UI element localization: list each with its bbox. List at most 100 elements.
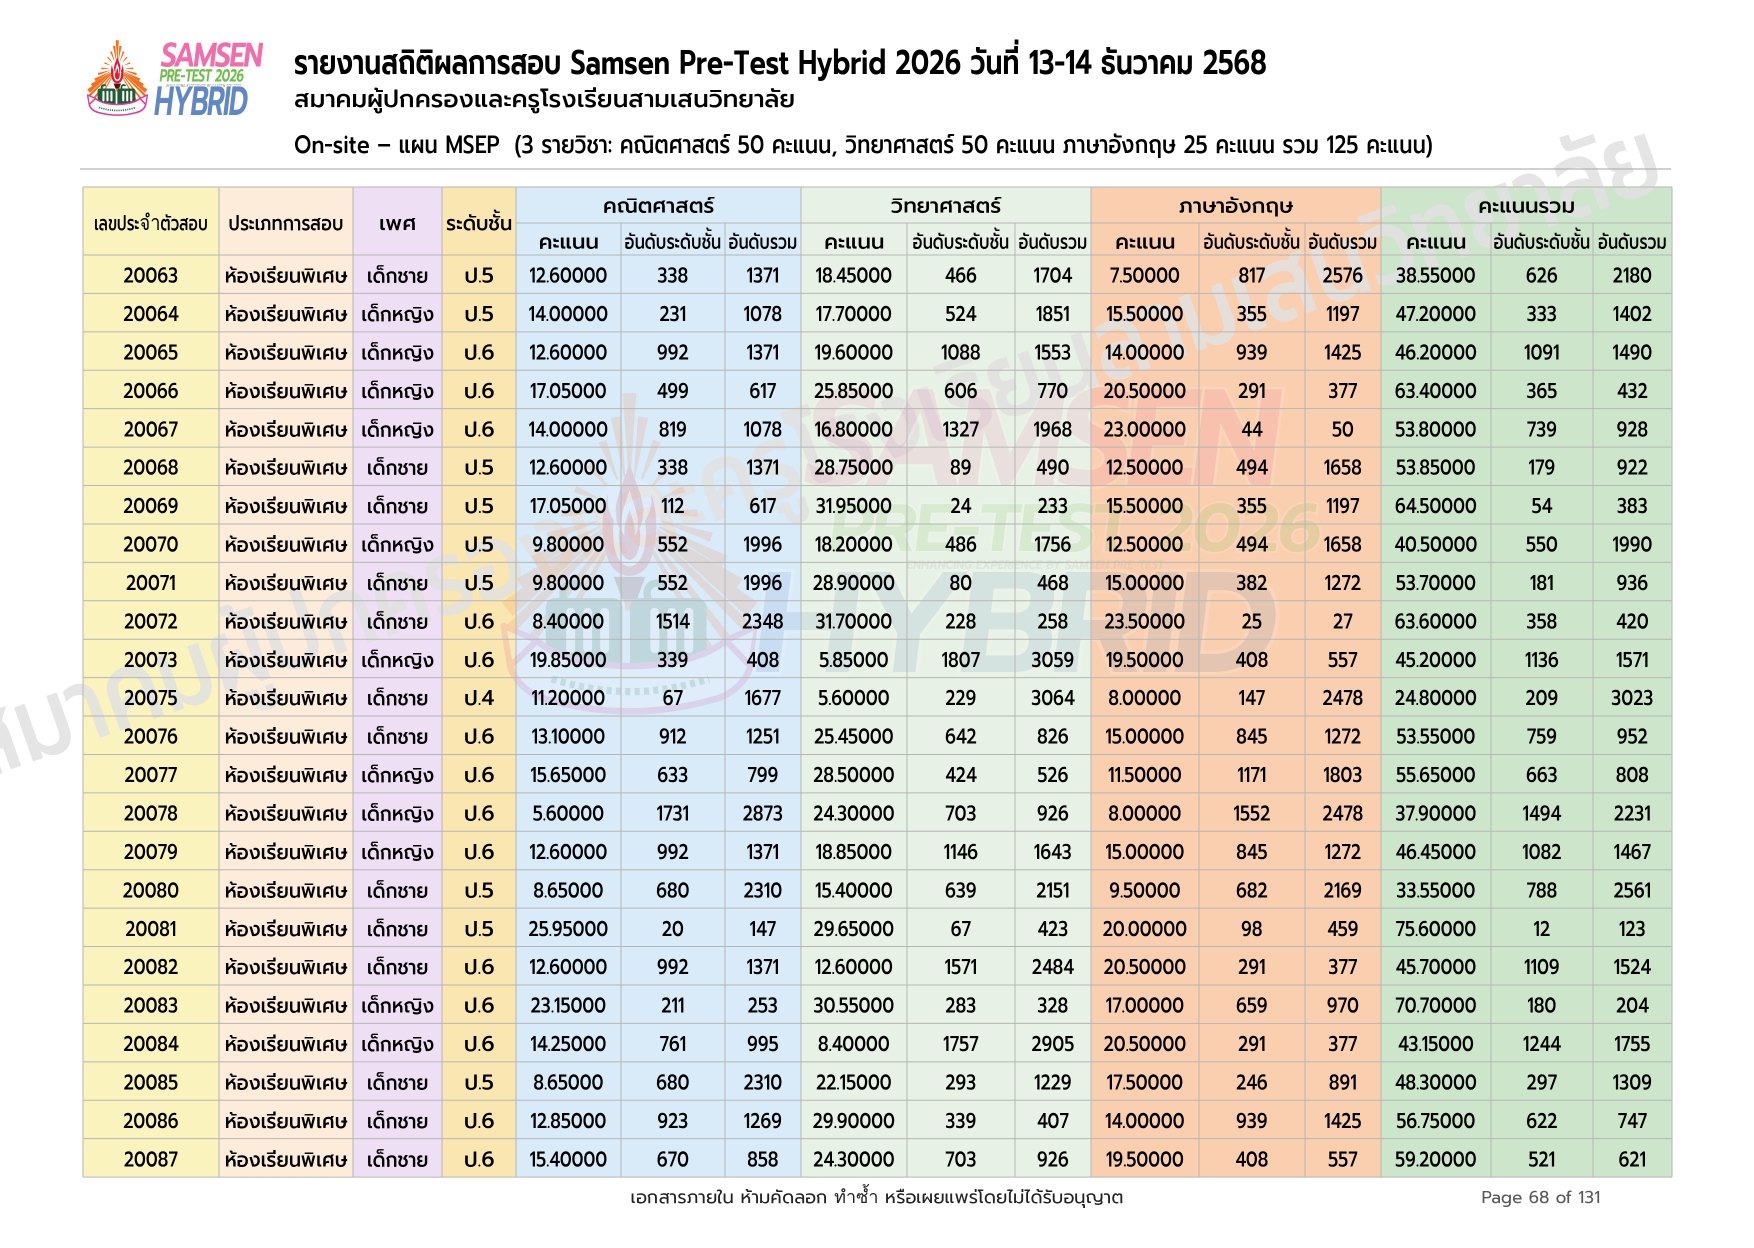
svg-text:2348: 2348	[742, 605, 784, 637]
svg-text:147: 147	[1239, 682, 1266, 714]
svg-text:33.55000: 33.55000	[1397, 874, 1476, 906]
svg-text:2478: 2478	[1323, 798, 1364, 830]
svg-text:123: 123	[1619, 913, 1646, 945]
svg-text:29.65000: 29.65000	[814, 913, 895, 945]
svg-text:15.00000: 15.00000	[1106, 836, 1185, 868]
svg-text:ห้องเรียนพิเศษ: ห้องเรียนพิเศษ	[225, 1105, 348, 1138]
svg-text:339: 339	[946, 1105, 977, 1137]
svg-text:739: 739	[1527, 413, 1558, 445]
svg-text:วิทยาศาสตร์: วิทยาศาสตร์	[891, 190, 1001, 222]
svg-text:เด็กหญิง: เด็กหญิง	[361, 798, 434, 830]
svg-text:246: 246	[1236, 1066, 1268, 1098]
svg-text:46.45000: 46.45000	[1396, 836, 1477, 868]
svg-text:20064: 20064	[123, 298, 179, 330]
svg-text:ป.6: ป.6	[464, 836, 495, 868]
svg-text:ห้องเรียนพิเศษ: ห้องเรียนพิเศษ	[225, 375, 348, 408]
svg-text:28.75000: 28.75000	[815, 452, 894, 484]
svg-text:499: 499	[657, 375, 689, 407]
svg-text:คะแนน: คะแนน	[538, 225, 598, 257]
svg-text:1757: 1757	[943, 1028, 978, 1060]
svg-text:20069: 20069	[123, 490, 179, 522]
svg-text:1996: 1996	[744, 529, 783, 561]
svg-text:407: 407	[1037, 1105, 1069, 1137]
svg-text:333: 333	[1527, 298, 1557, 330]
svg-text:30.55000: 30.55000	[814, 990, 895, 1022]
svg-text:25.85000: 25.85000	[814, 375, 894, 407]
svg-text:9.80000: 9.80000	[533, 529, 605, 561]
svg-text:291: 291	[1238, 951, 1265, 983]
svg-text:358: 358	[1527, 605, 1558, 637]
svg-text:552: 552	[658, 529, 688, 561]
svg-text:20083: 20083	[124, 990, 179, 1022]
svg-text:8.00000: 8.00000	[1108, 682, 1181, 714]
svg-text:377: 377	[1328, 951, 1357, 983]
svg-text:15.00000: 15.00000	[1106, 567, 1185, 599]
svg-text:17.05000: 17.05000	[530, 375, 607, 407]
svg-text:258: 258	[1038, 605, 1069, 637]
svg-text:2310: 2310	[744, 1066, 783, 1098]
svg-text:19.50000: 19.50000	[1106, 644, 1184, 676]
svg-text:1571: 1571	[1616, 644, 1649, 676]
svg-text:รายงานสถิติผลการสอบ Samsen Pre: รายงานสถิติผลการสอบ Samsen Pre-Test Hybr…	[294, 38, 1266, 89]
svg-text:8.40000: 8.40000	[533, 605, 605, 637]
svg-text:15.40000: 15.40000	[530, 1143, 608, 1175]
svg-text:12.60000: 12.60000	[815, 951, 893, 983]
svg-text:826: 826	[1037, 721, 1069, 753]
svg-text:20077: 20077	[125, 759, 178, 791]
svg-text:20068: 20068	[123, 452, 179, 484]
svg-text:9.50000: 9.50000	[1109, 874, 1180, 906]
svg-text:383: 383	[1617, 490, 1648, 522]
svg-text:1197: 1197	[1326, 490, 1359, 522]
svg-text:อันดับระดับชั้น: อันดับระดับชั้น	[625, 225, 721, 257]
svg-text:11.20000: 11.20000	[532, 682, 606, 714]
svg-text:14.00000: 14.00000	[529, 413, 609, 445]
svg-text:PRE-TEST 2026: PRE-TEST 2026	[158, 62, 246, 89]
svg-text:617: 617	[750, 490, 777, 522]
svg-text:SAMSEN: SAMSEN	[158, 31, 265, 82]
svg-text:761: 761	[660, 1028, 687, 1060]
svg-text:12.60000: 12.60000	[530, 336, 608, 368]
svg-text:20084: 20084	[123, 1028, 178, 1060]
svg-text:211: 211	[661, 990, 684, 1022]
svg-text:เด็กชาย: เด็กชาย	[367, 1106, 428, 1138]
svg-text:ห้องเรียนพิเศษ: ห้องเรียนพิเศษ	[225, 990, 348, 1023]
svg-text:53.70000: 53.70000	[1396, 567, 1476, 599]
svg-text:1402: 1402	[1613, 298, 1652, 330]
svg-text:1851: 1851	[1036, 298, 1070, 330]
svg-text:59.20000: 59.20000	[1395, 1143, 1477, 1175]
svg-text:1371: 1371	[747, 260, 780, 292]
svg-text:เด็กชาย: เด็กชาย	[367, 875, 428, 907]
svg-text:1171: 1171	[1238, 759, 1267, 791]
svg-text:14.25000: 14.25000	[531, 1028, 607, 1060]
svg-text:521: 521	[1529, 1143, 1556, 1175]
svg-text:อันดับระดับชั้น: อันดับระดับชั้น	[1204, 225, 1300, 257]
svg-text:17.70000: 17.70000	[816, 298, 892, 330]
svg-text:2576: 2576	[1323, 260, 1364, 292]
svg-text:297: 297	[1527, 1066, 1557, 1098]
svg-text:1807: 1807	[942, 644, 980, 676]
svg-text:328: 328	[1038, 990, 1069, 1022]
svg-text:คณิตศาสตร์: คณิตศาสตร์	[603, 190, 715, 222]
svg-text:เด็กหญิง: เด็กหญิง	[361, 376, 434, 408]
svg-text:1704: 1704	[1034, 260, 1073, 292]
svg-text:20085: 20085	[124, 1066, 179, 1098]
svg-text:เด็กชาย: เด็กชาย	[367, 1067, 428, 1099]
svg-text:1643: 1643	[1034, 836, 1072, 868]
svg-text:19.85000: 19.85000	[530, 644, 607, 676]
svg-text:40.50000: 40.50000	[1395, 529, 1478, 561]
svg-text:On-site – แผน MSEP (3 รายวิชา: On-site – แผน MSEP (3 รายวิชา: คณิตศาสตร…	[294, 125, 1433, 164]
svg-text:770: 770	[1038, 375, 1069, 407]
svg-text:1803: 1803	[1323, 759, 1362, 791]
svg-text:338: 338	[658, 452, 689, 484]
svg-text:28.50000: 28.50000	[813, 759, 895, 791]
svg-text:1109: 1109	[1524, 951, 1560, 983]
svg-text:408: 408	[1235, 1143, 1268, 1175]
svg-text:ป.5: ป.5	[464, 298, 494, 330]
svg-text:เด็กหญิง: เด็กหญิง	[361, 414, 434, 446]
svg-text:43.15000: 43.15000	[1398, 1028, 1474, 1060]
svg-text:53.55000: 53.55000	[1397, 721, 1476, 753]
svg-text:เด็กชาย: เด็กชาย	[367, 952, 428, 984]
svg-text:25.95000: 25.95000	[529, 913, 609, 945]
svg-text:เอกสารภายใน ห้ามคัดลอก ทำซ้ำ ห: เอกสารภายใน ห้ามคัดลอก ทำซ้ำ หรือเผยแพร่…	[631, 1183, 1124, 1211]
svg-text:18.85000: 18.85000	[816, 836, 893, 868]
